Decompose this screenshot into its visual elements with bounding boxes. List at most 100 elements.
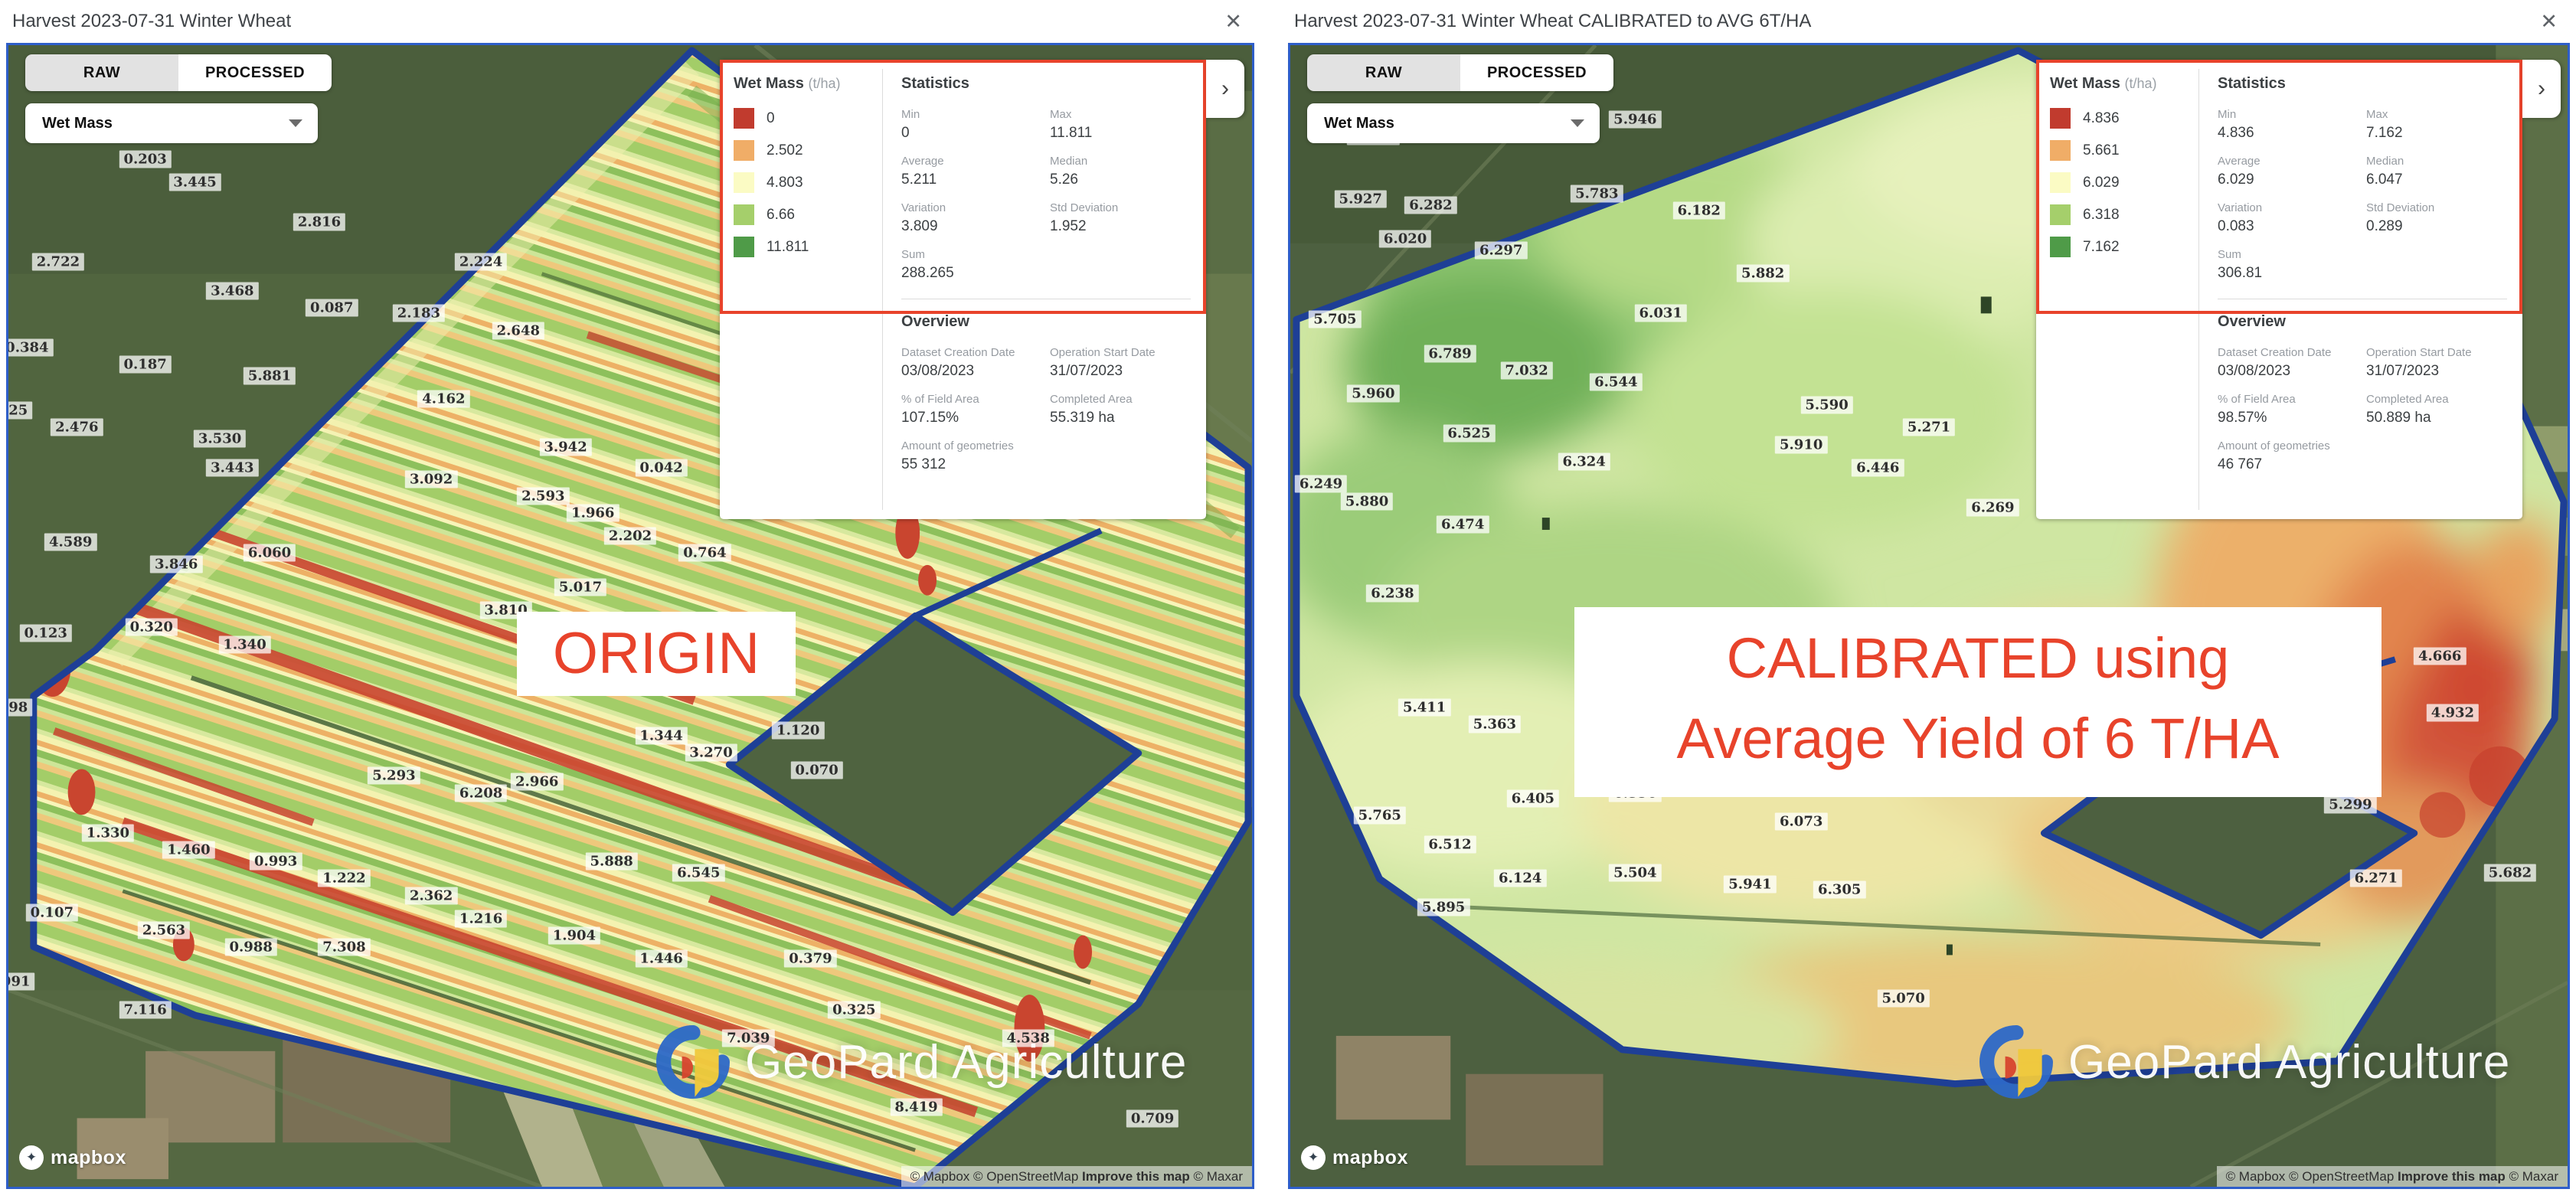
map-value-label: 0.325 [828, 1001, 881, 1019]
legend-row: 0 [734, 108, 882, 129]
map-value-label: 0.187 [119, 355, 172, 374]
stat-value: 5.26 [1050, 172, 1078, 188]
map-value-label: 0.988 [224, 938, 277, 956]
map-value-label: 2.593 [517, 487, 570, 505]
map-value-label: 7.032 [1500, 361, 1553, 380]
map-value-label: 6.249 [1294, 475, 1348, 493]
legend-value: 11.811 [767, 238, 809, 255]
map-value-label: 7.039 [722, 1029, 775, 1047]
map-value-label: 1.460 [162, 841, 215, 859]
stat-label: % of Field Area [2218, 393, 2296, 406]
left-attribution-suffix: © Maxar [1193, 1169, 1243, 1184]
stat-label: Operation Start Date [1050, 346, 1156, 359]
right-layer-dropdown[interactable]: Wet Mass [1307, 103, 1600, 143]
chevron-down-icon [1571, 119, 1584, 127]
legend-value: 6.029 [2083, 174, 2120, 191]
map-value-label: 1.966 [567, 504, 619, 522]
legend-color-swatch [2050, 237, 2071, 257]
map-value-label: 5.363 [1468, 715, 1522, 733]
map-value-label: 1.330 [81, 824, 135, 842]
stat-field: Sum 288.265 [901, 248, 1042, 282]
stat-field: Average 5.211 [901, 155, 1042, 188]
map-value-label: 3.468 [206, 282, 259, 300]
legend-value: 6.318 [2083, 206, 2120, 223]
right-tab-raw[interactable]: RAW [1307, 54, 1460, 91]
left-layer-dropdown[interactable]: Wet Mass [25, 103, 318, 143]
legend-value: 0 [767, 109, 775, 126]
right-attribution-suffix: © Maxar [2509, 1169, 2558, 1184]
stat-value: 11.811 [1050, 125, 1093, 141]
map-value-label: 3.846 [150, 555, 203, 573]
stat-value: 6.029 [2218, 172, 2254, 188]
left-mapbox-badge[interactable]: ✦ mapbox [19, 1145, 126, 1170]
left-legend-unit: (t/ha) [808, 76, 841, 91]
stat-value: 0.083 [2218, 218, 2254, 234]
stat-value: 4.836 [2218, 125, 2254, 141]
map-value-label: 2.476 [51, 418, 103, 436]
map-value-label: 0.070 [790, 761, 843, 779]
map-value-label: 7.308 [318, 938, 371, 956]
vertical-divider [2198, 69, 2199, 510]
map-value-label: 6.208 [454, 784, 508, 802]
map-value-label: 0.993 [249, 852, 302, 871]
right-panel-collapse-chevron[interactable]: › [2522, 60, 2561, 118]
map-value-label: 6.789 [1424, 345, 1476, 363]
stat-field: Operation Start Date 31/07/2023 [1050, 346, 1191, 380]
map-value-label: 5.070 [1877, 989, 1930, 1008]
left-statistics-section: Statistics Min 0 Max 11.811 Average 5.211 Medi… [883, 60, 1206, 519]
right-overview-grid: Dataset Creation Date 03/08/2023 Operation… [2218, 346, 2507, 473]
stat-field: Operation Start Date 31/07/2023 [2366, 346, 2507, 380]
left-map[interactable]: 0.203 3.445 2.816 2.722 3.468 0.087 2.183 2.648… [6, 43, 1254, 1189]
stat-value: 55 312 [901, 456, 946, 472]
legend-row: 5.661 [2050, 140, 2198, 161]
map-value-label: 6.073 [1775, 812, 1828, 831]
left-panel-title: Harvest 2023-07-31 Winter Wheat [12, 11, 292, 31]
map-value-label: 5.590 [1800, 396, 1853, 414]
map-value-label: 1.222 [318, 869, 371, 887]
map-value-label: 6.269 [1966, 498, 2019, 517]
legend-color-swatch [734, 204, 754, 225]
legend-value: 4.836 [2083, 109, 2120, 126]
left-panel-collapse-chevron[interactable]: › [1206, 60, 1244, 118]
right-stats-card: Wet Mass (t/ha) 4.836 5.661 6.029 6.318 7.16… [2036, 60, 2522, 519]
map-value-label: 3.092 [404, 470, 458, 488]
right-close-icon[interactable]: ✕ [2540, 10, 2558, 33]
map-value-label: 4.932 [2426, 704, 2480, 722]
stat-value: 03/08/2023 [2218, 363, 2291, 379]
left-improve-this-map-link[interactable]: Improve this map [1082, 1169, 1190, 1184]
stat-value: 46 767 [2218, 456, 2263, 472]
map-value-label: 0.107 [25, 903, 79, 922]
left-legend-rows: 0 2.502 4.803 6.66 11.811 [734, 108, 882, 257]
legend-row: 6.66 [734, 204, 882, 225]
left-mapbox-wordmark: mapbox [51, 1146, 126, 1168]
map-value-label: 2.202 [603, 527, 657, 545]
right-mapbox-badge[interactable]: ✦ mapbox [1301, 1145, 1408, 1170]
left-close-icon[interactable]: ✕ [1224, 10, 1242, 33]
stat-field: Amount of geometries 46 767 [2218, 439, 2359, 473]
right-map[interactable]: 5.9466.1745.9276.2825.7836.1826.0206.297… [1288, 43, 2570, 1189]
left-tab-processed[interactable]: PROCESSED [178, 54, 332, 91]
stat-value: 6.047 [2366, 172, 2403, 188]
stat-value: 98.57% [2218, 410, 2267, 426]
left-statistics-grid: Min 0 Max 11.811 Average 5.211 Median 5.26 Varia… [901, 108, 1191, 282]
map-value-label: 6.446 [1852, 459, 1904, 477]
map-value-label: 7.116 [119, 1001, 172, 1019]
stat-label: Average [901, 155, 944, 168]
right-improve-this-map-link[interactable]: Improve this map [2398, 1169, 2506, 1184]
stat-value: 31/07/2023 [1050, 363, 1123, 379]
stat-label: Median [2366, 155, 2404, 168]
left-attribution-prefix: © Mapbox © OpenStreetMap [910, 1169, 1079, 1184]
left-tab-raw[interactable]: RAW [25, 54, 178, 91]
vertical-divider [882, 69, 883, 510]
right-mapbox-wordmark: mapbox [1332, 1146, 1408, 1168]
map-value-label: 6.544 [1590, 373, 1643, 391]
legend-row: 4.836 [2050, 108, 2198, 129]
mapbox-logo-icon: ✦ [19, 1145, 44, 1170]
left-raw-processed-tabs: RAW PROCESSED [25, 54, 332, 91]
map-value-label: 3.270 [685, 743, 737, 762]
stat-value: 55.319 ha [1050, 410, 1115, 426]
right-layer-dropdown-value: Wet Mass [1324, 114, 1394, 132]
map-value-label: 6.282 [1404, 196, 1457, 214]
right-tab-processed[interactable]: PROCESSED [1460, 54, 1613, 91]
